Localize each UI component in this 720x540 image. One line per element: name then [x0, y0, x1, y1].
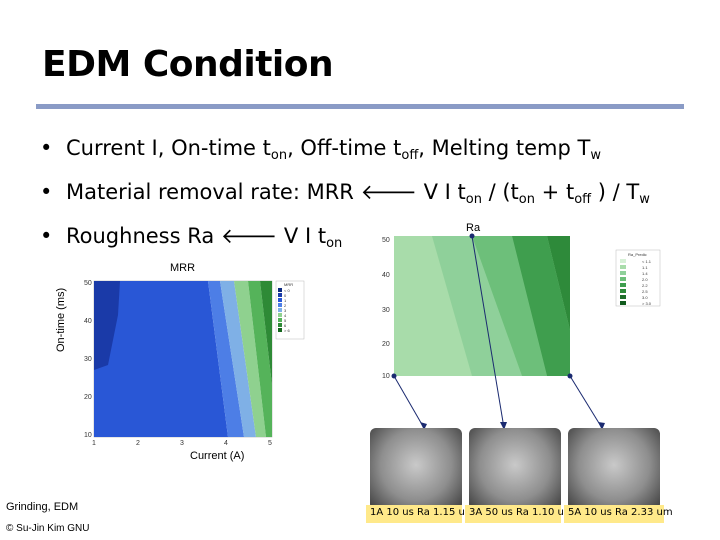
- mrr-ytick: 30: [84, 356, 92, 363]
- mrr-legend-row: 0: [284, 293, 287, 298]
- ra-legend-row: 1.1: [642, 265, 648, 270]
- mrr-xtick: 4: [224, 440, 228, 447]
- mrr-ytick: 10: [84, 432, 92, 439]
- subscript: w: [639, 192, 650, 207]
- ra-ytick: 40: [382, 272, 390, 279]
- bullet-mrr: • Material removal rate: MRR 🡐 V I ton / …: [40, 180, 650, 207]
- bullet-text: ) / T: [591, 180, 640, 204]
- mrr-region-level-4: [234, 281, 266, 437]
- mrr-region-level-5: [248, 281, 272, 437]
- sample-caption-3: 5A 10 us Ra 2.33 um: [564, 505, 673, 523]
- ra-contour-plot: 50 40 30 20 10 Ra_Predic < 1.1 1.1 1.4 2…: [382, 233, 661, 430]
- ra-ytick: 30: [382, 307, 390, 314]
- footer-course: Grinding, EDM: [6, 501, 79, 513]
- mrr-legend-row: > 6: [284, 328, 290, 333]
- mrr-xtick: 3: [180, 440, 184, 447]
- mrr-legend-row: 1: [284, 298, 287, 303]
- left-arrow-icon: 🡐: [220, 224, 278, 248]
- subscript: on: [270, 148, 288, 163]
- sample-arrow-1: [393, 375, 425, 429]
- sample-arrowhead-3: [598, 422, 605, 430]
- subscript: on: [518, 192, 535, 207]
- sample-surface-image-1: [370, 428, 462, 510]
- mrr-legend-row: < 0: [284, 288, 290, 293]
- mrr-legend-row: 6: [284, 323, 287, 328]
- ra-legend-row: 2.0: [642, 277, 648, 282]
- sample-surface-image-3: [568, 428, 660, 510]
- bullet-text: / (t: [481, 180, 519, 204]
- left-arrow-icon: 🡐: [360, 180, 417, 204]
- mrr-ytick: 20: [84, 394, 92, 401]
- ra-legend-row: > 3.0: [642, 301, 652, 306]
- mrr-xtick: 5: [268, 440, 272, 447]
- bullet-list: • Current I, On-time ton, Off-time toff, …: [40, 130, 650, 262]
- ra-region-level-2: [472, 236, 547, 376]
- mrr-legend-row: 5: [284, 318, 287, 323]
- sample-caption-2: 3A 50 us Ra 1.10 um: [465, 505, 574, 523]
- slide-title: EDM Condition: [42, 44, 334, 85]
- bullet-text: V I t: [277, 224, 327, 248]
- subscript: on: [465, 192, 482, 207]
- mrr-xtick: 1: [92, 440, 96, 447]
- mrr-region-level-1: [94, 281, 228, 437]
- mrr-region-level-3: [220, 281, 256, 437]
- mrr-ytick: 40: [84, 318, 92, 325]
- mrr-region-level-2: [208, 281, 244, 437]
- bullet-text: Current I, On-time t: [66, 136, 271, 160]
- ra-legend-row: 2.5: [642, 289, 648, 294]
- ra-plot-title: Ra: [466, 222, 481, 234]
- ra-region-level-3: [512, 236, 570, 376]
- ra-legend-row: 2.2: [642, 283, 648, 288]
- ra-legend-row: < 1.1: [642, 259, 652, 264]
- bullet-text: V I t: [416, 180, 466, 204]
- ra-legend-row: 1.4: [642, 271, 648, 276]
- bullet-text: , Melting temp T: [418, 136, 591, 160]
- mrr-legend-row: 4: [284, 313, 287, 318]
- mrr-contour-plot: 50 40 30 20 10 1 2 3 4 5 MRR < 0 0 1 2 3…: [84, 280, 305, 447]
- mrr-y-axis-label: On-time (ms): [55, 287, 67, 352]
- subscript: on: [326, 236, 343, 251]
- bullet-text: Material removal rate: MRR: [66, 180, 361, 204]
- mrr-xtick: 2: [136, 440, 140, 447]
- mrr-ytick: 50: [84, 280, 92, 287]
- sample-arrow-2: [471, 235, 505, 429]
- subscript: off: [401, 148, 419, 163]
- mrr-x-axis-label: Current (A): [190, 450, 245, 462]
- bullet-text: + t: [535, 180, 575, 204]
- ra-ytick: 50: [382, 237, 390, 244]
- ra-legend-title: Ra_Predic: [628, 252, 647, 257]
- bullet-current: • Current I, On-time ton, Off-time toff, …: [40, 136, 601, 163]
- mrr-legend-title: MRR: [284, 282, 293, 287]
- title-divider: [36, 104, 684, 109]
- bullet-roughness: • Roughness Ra 🡐 V I ton: [40, 224, 343, 251]
- ra-ytick: 20: [382, 341, 390, 348]
- sample-arrow-3: [569, 375, 603, 429]
- mrr-plot-title: MRR: [170, 262, 196, 274]
- sample-caption-1: 1A 10 us Ra 1.15 um: [366, 505, 475, 523]
- sample-arrowhead-2: [500, 422, 507, 430]
- ra-region-level-4: [547, 236, 570, 330]
- bullet-text: , Off-time t: [287, 136, 402, 160]
- mrr-region-level-0: [94, 281, 120, 370]
- subscript: off: [574, 192, 592, 207]
- ra-legend-row: 3.0: [642, 295, 648, 300]
- sample-surface-image-2: [469, 428, 561, 510]
- footer-copyright: © Su-Jin Kim GNU: [6, 523, 90, 534]
- ra-ytick: 10: [382, 373, 390, 380]
- sample-arrowhead-1: [420, 422, 427, 430]
- bullet-text: Roughness Ra: [66, 224, 221, 248]
- mrr-region-level-6: [260, 281, 272, 385]
- subscript: w: [590, 148, 601, 163]
- mrr-legend-row: 2: [284, 303, 287, 308]
- ra-region-level-1: [432, 236, 522, 376]
- mrr-legend-row: 3: [284, 308, 287, 313]
